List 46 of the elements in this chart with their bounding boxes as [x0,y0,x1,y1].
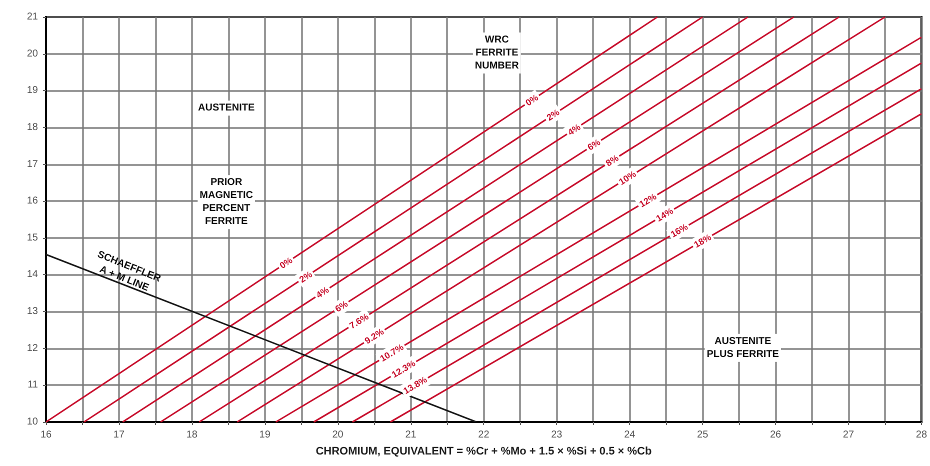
annotation: 6% [333,298,350,314]
y-tick-label: 18 [26,122,38,133]
x-tick-label: 28 [916,430,928,440]
annotation: 0% [524,92,540,108]
x-tick-label: 26 [770,430,782,440]
annotation: 14% [654,206,675,224]
annotation: 8% [604,152,620,168]
annotation: WRC FERRITE NUMBER [474,34,520,72]
annotation: 7.6% [348,311,370,331]
annotation: 2% [544,107,562,123]
annotation: 2% [298,269,314,285]
x-tick-label: 25 [697,430,709,440]
y-tick-label: 12 [26,342,38,354]
y-tick-label: 16 [26,196,38,207]
y-tick-label: 19 [26,85,38,96]
y-tick-label: 10 [26,416,38,428]
y-tick-label: 21 [26,12,38,22]
annotation: 6% [586,137,602,152]
y-tick-label: 11 [28,380,38,391]
y-tick-label: 17 [26,158,38,170]
annotation: AUSTENITE PLUS FERRITE [706,336,780,360]
annotation: 4% [314,284,331,300]
annotation: 12% [638,191,658,210]
annotation: PRIOR MAGNETIC PERCENT FERRITE [200,177,254,228]
x-tick-label: 20 [332,430,344,440]
annotation: 16% [668,222,690,240]
x-tick-label: 17 [113,430,125,440]
x-tick-label: 23 [551,430,563,440]
annotation: AUSTENITE [198,102,256,114]
x-tick-label: 19 [259,430,271,440]
y-tick-label: 20 [26,48,38,60]
x-tick-label: 21 [405,430,417,440]
y-tick-label: 13 [26,306,38,318]
annotation: 10% [617,168,638,187]
annotation: 4% [566,122,582,138]
x-tick-label: 18 [186,430,198,440]
x-axis-title: CHROMIUM, EQUIVALENT = %Cr + %Mo + 1.5 × %Si + 0.5 × %Cb [316,446,652,458]
x-tick-label: 24 [624,430,636,440]
x-tick-label: 22 [478,430,490,440]
annotation: 0% [278,255,294,271]
y-tick-label: 14 [26,269,38,280]
annotation: 18% [692,232,713,250]
y-tick-label: 15 [26,232,38,244]
annotation: 9.2% [362,326,386,346]
x-tick-label: 27 [842,430,854,440]
x-tick-label: 16 [40,430,52,440]
